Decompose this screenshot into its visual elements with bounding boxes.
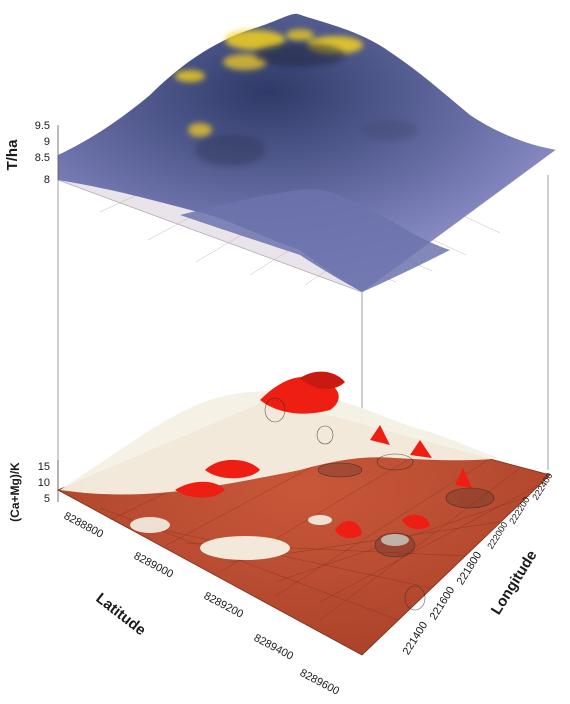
upper-high-zones bbox=[175, 29, 363, 137]
upper-surface bbox=[56, 13, 556, 293]
upper-z-label: T/ha bbox=[4, 139, 21, 170]
upper-dark-zones bbox=[195, 43, 418, 166]
lower-mesh-fill bbox=[318, 463, 494, 557]
upper-z-tick: 9 bbox=[44, 136, 50, 148]
lower-z-tick: 10 bbox=[38, 477, 50, 489]
upper-z-tick: 8 bbox=[44, 174, 50, 186]
upper-z-tick: 9.5 bbox=[35, 120, 50, 132]
latitude-tick: 8289200 bbox=[202, 590, 245, 621]
longitude-label: Longitude bbox=[488, 547, 541, 617]
lower-peaks bbox=[175, 371, 472, 539]
upper-z-tick: 8.5 bbox=[35, 152, 50, 164]
lower-high-relief bbox=[60, 391, 500, 495]
lower-white-patches bbox=[130, 515, 409, 560]
longitude-tick: 221600 bbox=[428, 585, 458, 622]
lower-mesh-zones bbox=[264, 397, 495, 611]
lower-z-tick: 5 bbox=[44, 493, 50, 505]
latitude-tick: 8289400 bbox=[252, 632, 295, 663]
upper-z-axis: 9.5 9 8.5 8 T/ha bbox=[4, 120, 59, 186]
upper-front-relief bbox=[180, 189, 450, 292]
lower-z-axis: 15 10 5 (Ca+Mg)/K bbox=[8, 460, 59, 522]
lower-z-label: (Ca+Mg)/K bbox=[8, 462, 22, 522]
lower-z-tick: 15 bbox=[38, 461, 50, 473]
latitude-tick: 8289000 bbox=[132, 550, 175, 581]
latitude-label: Latitude bbox=[93, 590, 149, 639]
upper-relief bbox=[58, 13, 555, 292]
latitude-tick: 8288800 bbox=[62, 510, 105, 541]
longitude-tick: 221400 bbox=[401, 620, 431, 657]
latitude-tick: 8289600 bbox=[298, 667, 341, 698]
lower-surface bbox=[57, 371, 551, 656]
